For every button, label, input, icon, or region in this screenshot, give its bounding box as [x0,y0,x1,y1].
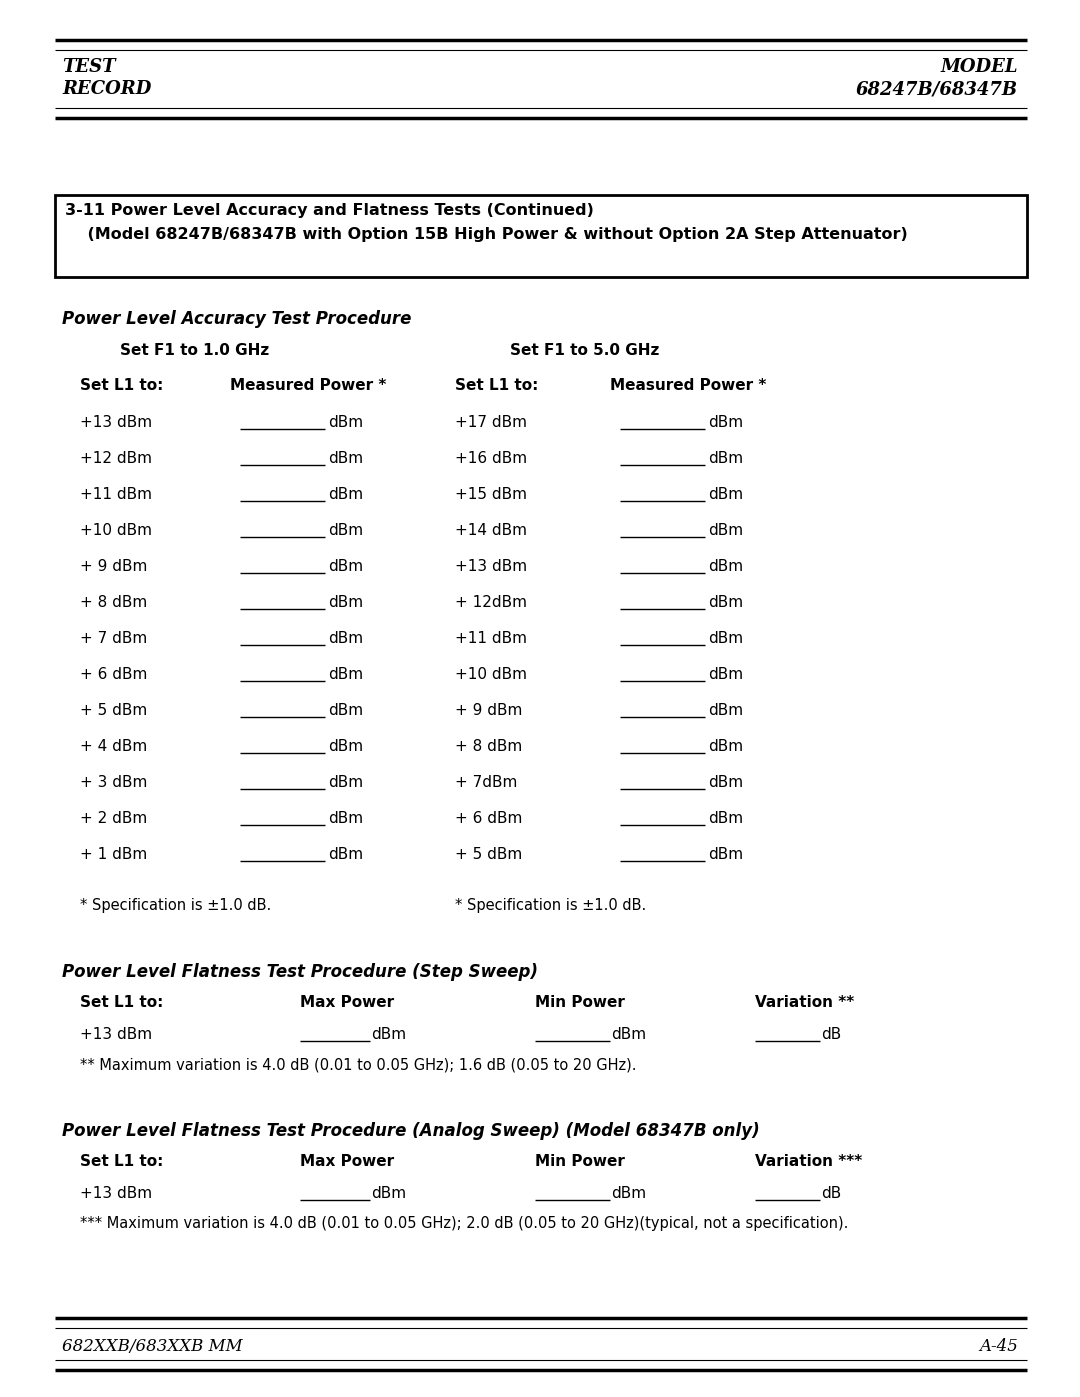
Text: Min Power: Min Power [535,995,625,1010]
Text: dBm: dBm [328,847,363,862]
Text: dBm: dBm [328,812,363,826]
Text: +12 dBm: +12 dBm [80,451,152,467]
Text: dBm: dBm [372,1027,406,1042]
Text: + 6 dBm: + 6 dBm [80,666,147,682]
Text: Min Power: Min Power [535,1154,625,1169]
Text: dBm: dBm [611,1186,646,1201]
Text: 3-11 Power Level Accuracy and Flatness Tests (Continued): 3-11 Power Level Accuracy and Flatness T… [65,203,594,218]
Text: dBm: dBm [328,559,363,574]
Text: dBm: dBm [328,666,363,682]
Text: dBm: dBm [708,775,743,789]
Text: + 12dBm: + 12dBm [455,595,527,610]
Text: dBm: dBm [708,559,743,574]
Text: + 9 dBm: + 9 dBm [455,703,523,718]
Text: dBm: dBm [328,451,363,467]
Text: *** Maximum variation is 4.0 dB (0.01 to 0.05 GHz); 2.0 dB (0.05 to 20 GHz)(typi: *** Maximum variation is 4.0 dB (0.01 to… [80,1215,849,1231]
Text: dBm: dBm [372,1186,406,1201]
Text: + 2 dBm: + 2 dBm [80,812,147,826]
Text: Power Level Flatness Test Procedure (Step Sweep): Power Level Flatness Test Procedure (Ste… [62,963,538,981]
Text: +14 dBm: +14 dBm [455,522,527,538]
Text: 68247B/68347B: 68247B/68347B [855,80,1018,98]
Text: Set L1 to:: Set L1 to: [455,379,538,393]
Text: + 4 dBm: + 4 dBm [80,739,147,754]
Text: * Specification is ±1.0 dB.: * Specification is ±1.0 dB. [455,898,646,914]
Text: RECORD: RECORD [62,80,151,98]
Text: dBm: dBm [328,739,363,754]
Text: dB: dB [821,1027,841,1042]
Text: dBm: dBm [708,666,743,682]
Text: dBm: dBm [708,739,743,754]
Text: 682XXB/683XXB MM: 682XXB/683XXB MM [62,1338,243,1355]
Text: Set L1 to:: Set L1 to: [80,1154,163,1169]
Text: + 1 dBm: + 1 dBm [80,847,147,862]
Text: MODEL: MODEL [941,59,1018,75]
Text: dBm: dBm [328,703,363,718]
Text: TEST: TEST [62,59,116,75]
Text: Power Level Accuracy Test Procedure: Power Level Accuracy Test Procedure [62,310,411,328]
Text: A-45: A-45 [980,1338,1018,1355]
Text: +15 dBm: +15 dBm [455,488,527,502]
Text: dBm: dBm [708,415,743,430]
Text: dBm: dBm [708,631,743,645]
Text: Max Power: Max Power [300,1154,394,1169]
Text: Measured Power *: Measured Power * [230,379,387,393]
Bar [55,196,1027,277]
Text: dBm: dBm [328,775,363,789]
Text: + 9 dBm: + 9 dBm [80,559,147,574]
Text: dBm: dBm [328,595,363,610]
Text: Measured Power *: Measured Power * [610,379,767,393]
Text: +11 dBm: +11 dBm [80,488,152,502]
Text: +16 dBm: +16 dBm [455,451,527,467]
Text: dBm: dBm [708,703,743,718]
Text: dBm: dBm [328,522,363,538]
Text: dB: dB [821,1186,841,1201]
Text: +13 dBm: +13 dBm [80,1186,152,1201]
Text: Variation **: Variation ** [755,995,854,1010]
Text: +10 dBm: +10 dBm [80,522,152,538]
Text: +13 dBm: +13 dBm [80,1027,152,1042]
Text: Variation ***: Variation *** [755,1154,862,1169]
Text: Set F1 to 1.0 GHz: Set F1 to 1.0 GHz [120,344,270,358]
Text: dBm: dBm [708,847,743,862]
Text: +13 dBm: +13 dBm [455,559,527,574]
Text: + 7 dBm: + 7 dBm [80,631,147,645]
Text: (Model 68247B/68347B with Option 15B High Power & without Option 2A Step Attenua: (Model 68247B/68347B with Option 15B Hig… [65,226,908,242]
Text: +11 dBm: +11 dBm [455,631,527,645]
Text: + 8 dBm: + 8 dBm [455,739,523,754]
Text: dBm: dBm [708,812,743,826]
Text: dBm: dBm [611,1027,646,1042]
Text: + 7dBm: + 7dBm [455,775,517,789]
Text: + 3 dBm: + 3 dBm [80,775,147,789]
Text: +13 dBm: +13 dBm [80,415,152,430]
Text: Set L1 to:: Set L1 to: [80,995,163,1010]
Text: Set F1 to 5.0 GHz: Set F1 to 5.0 GHz [511,344,660,358]
Text: Set L1 to:: Set L1 to: [80,379,163,393]
Text: dBm: dBm [708,451,743,467]
Text: dBm: dBm [328,631,363,645]
Text: dBm: dBm [708,522,743,538]
Text: dBm: dBm [708,488,743,502]
Text: ** Maximum variation is 4.0 dB (0.01 to 0.05 GHz); 1.6 dB (0.05 to 20 GHz).: ** Maximum variation is 4.0 dB (0.01 to … [80,1058,636,1071]
Text: + 6 dBm: + 6 dBm [455,812,523,826]
Text: + 5 dBm: + 5 dBm [455,847,523,862]
Text: + 5 dBm: + 5 dBm [80,703,147,718]
Text: * Specification is ±1.0 dB.: * Specification is ±1.0 dB. [80,898,271,914]
Text: Max Power: Max Power [300,995,394,1010]
Text: +10 dBm: +10 dBm [455,666,527,682]
Text: +17 dBm: +17 dBm [455,415,527,430]
Text: dBm: dBm [328,488,363,502]
Text: dBm: dBm [328,415,363,430]
Text: Power Level Flatness Test Procedure (Analog Sweep) (Model 68347B only): Power Level Flatness Test Procedure (Ana… [62,1122,759,1140]
Text: dBm: dBm [708,595,743,610]
Text: + 8 dBm: + 8 dBm [80,595,147,610]
